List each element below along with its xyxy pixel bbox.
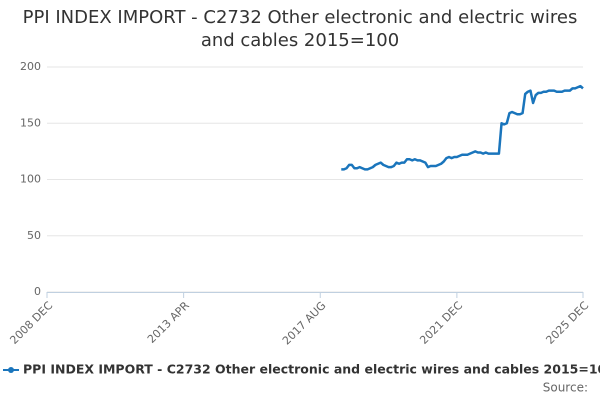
- source: Source:: [543, 381, 588, 395]
- y-tick-label: 100: [20, 173, 41, 186]
- legend-marker: [8, 367, 14, 373]
- y-tick-label: 0: [34, 285, 41, 298]
- y-tick-label: 50: [27, 229, 41, 242]
- x-tick-label: 2021 DEC: [417, 299, 465, 347]
- y-tick-label: 150: [20, 116, 41, 129]
- chart-title: PPI INDEX IMPORT - C2732 Other electroni…: [22, 7, 578, 51]
- y-tick-label: 200: [20, 60, 41, 73]
- x-tick-label: 2013 APR: [145, 299, 192, 346]
- legend-label: PPI INDEX IMPORT - C2732 Other electroni…: [23, 362, 600, 377]
- data-line: [341, 84, 584, 171]
- x-tick-label: 2017 AUG: [280, 299, 329, 348]
- x-tick-label: 2025 DEC: [543, 299, 591, 347]
- x-tick-label: 2008 DEC: [7, 299, 55, 347]
